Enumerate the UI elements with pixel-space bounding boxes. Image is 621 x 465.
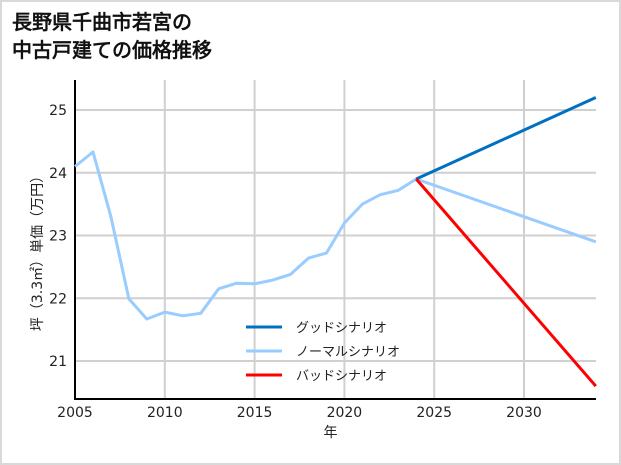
y-tick-label: 23 [49, 229, 67, 245]
title-line-2: 中古戸建ての価格推移 [12, 38, 212, 62]
x-tick-label: 2010 [147, 405, 183, 421]
series-line [415, 96, 597, 181]
x-axis-label: 年 [324, 425, 338, 441]
legend-label: グッドシナリオ [296, 321, 387, 336]
legend-label: ノーマルシナリオ [296, 345, 400, 360]
x-tick-label: 2030 [506, 405, 542, 421]
x-tick-label: 2025 [416, 405, 452, 421]
x-tick-label: 2015 [237, 405, 273, 421]
y-tick-label: 21 [49, 354, 67, 370]
series-line [74, 150, 597, 321]
x-tick-label: 2005 [57, 405, 93, 421]
chart-title: 長野県千曲市若宮の 中古戸建ての価格推移 [12, 8, 212, 64]
y-tick-label: 24 [49, 166, 67, 182]
legend-label: バッドシナリオ [296, 369, 387, 384]
x-tick-label: 2020 [327, 405, 363, 421]
title-line-1: 長野県千曲市若宮の [12, 10, 192, 34]
y-axis-label: 坪（3.3㎡）単価（万円） [30, 169, 46, 331]
series-line [415, 178, 597, 388]
y-tick-label: 22 [49, 291, 67, 307]
y-tick-label: 25 [49, 103, 67, 119]
